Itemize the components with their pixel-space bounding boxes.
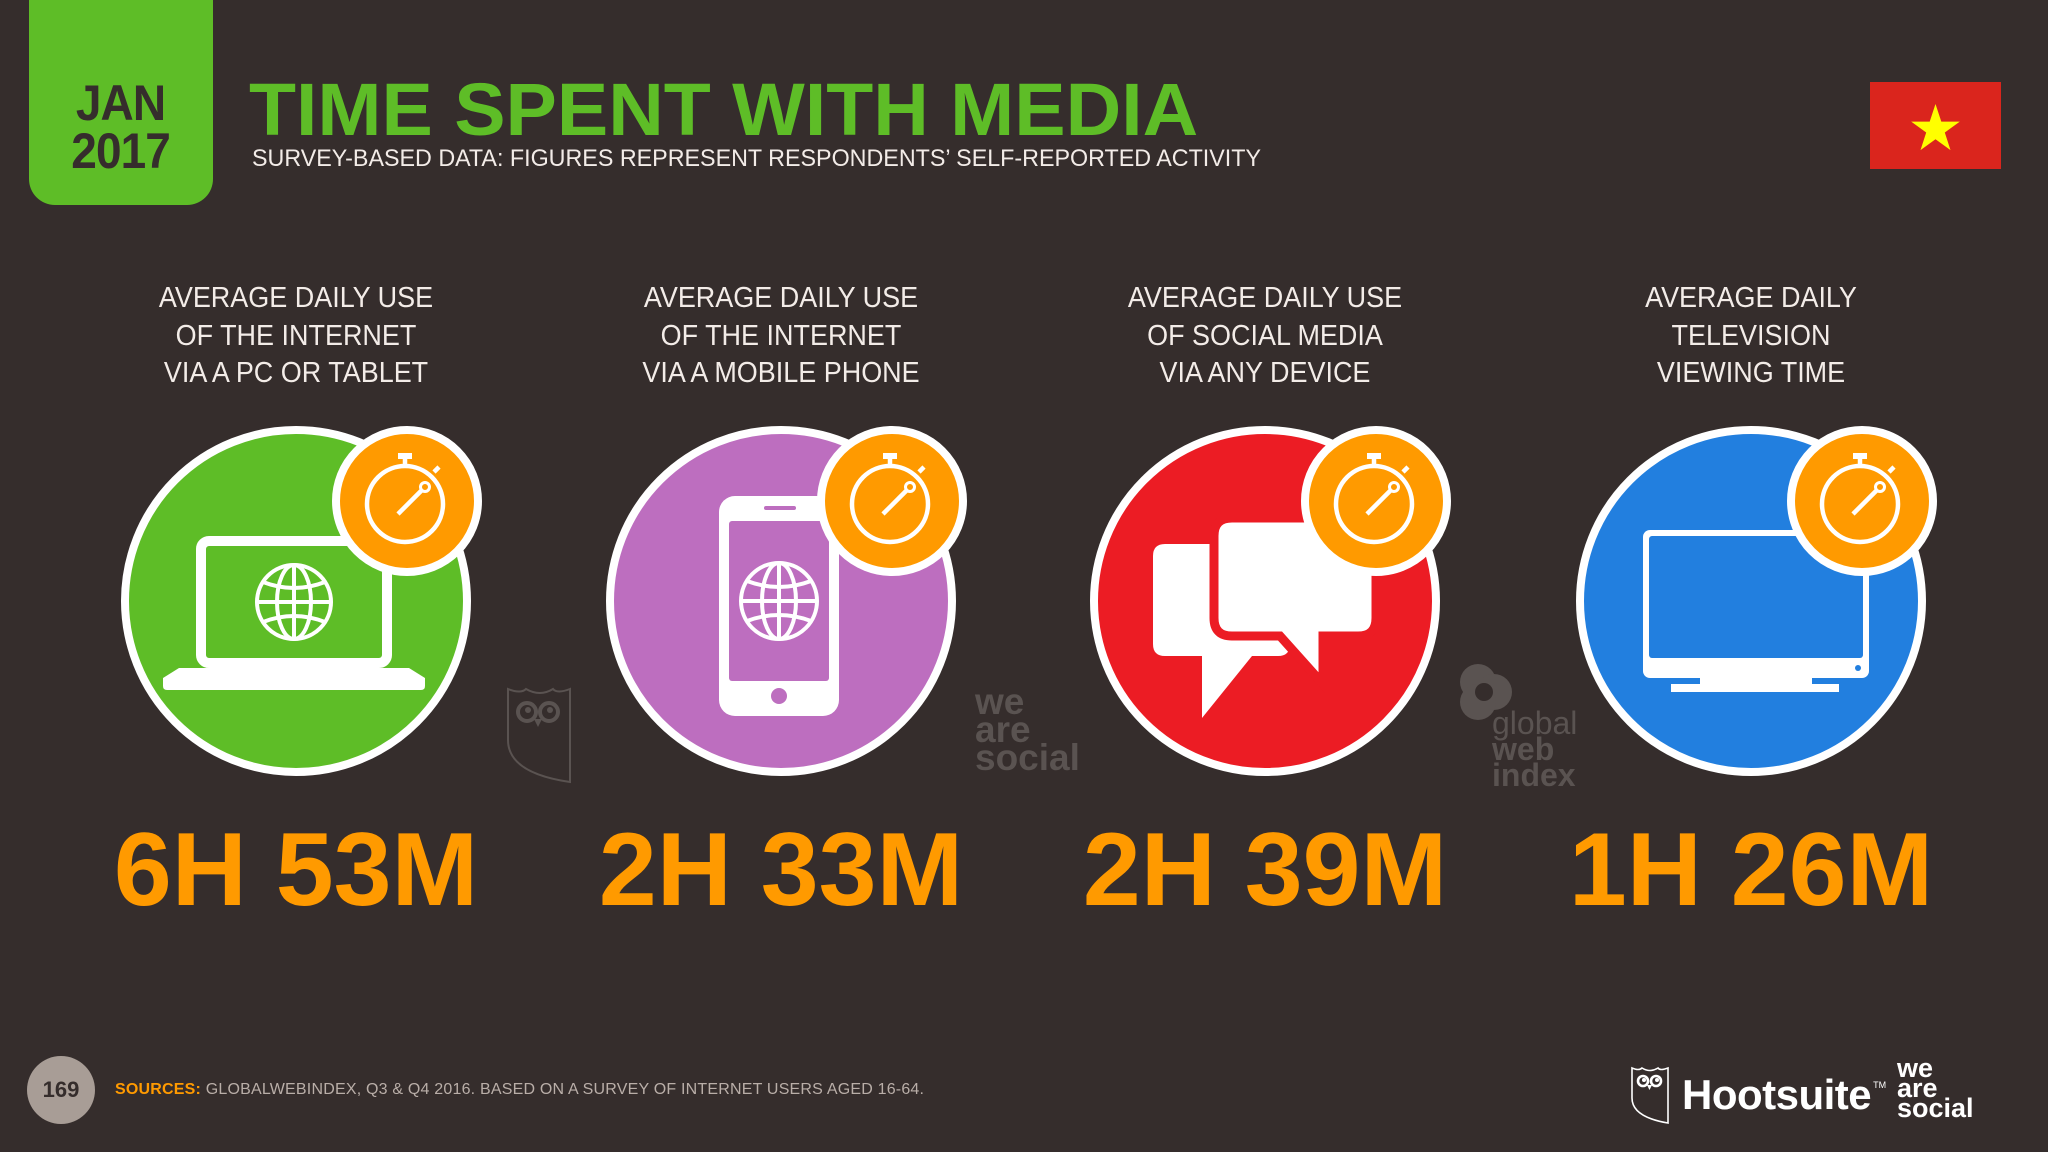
sources-note: SOURCES: GLOBALWEBINDEX, Q3 & Q4 2016. B… <box>115 1081 924 1099</box>
hootsuite-owl-watermark-icon <box>505 685 575 790</box>
stat-television: AVERAGE DAILY TELEVISION VIEWING TIME <box>1516 280 1986 925</box>
stat-icon <box>1090 426 1451 776</box>
stat-value: 1H 26M <box>1568 812 1934 928</box>
we-are-social-logo: we are social <box>1897 1053 1974 1123</box>
globalwebindex-logo-icon <box>1460 664 1512 720</box>
globalwebindex-watermark: global web index <box>1454 660 1577 791</box>
stat-value: 6H 53M <box>113 812 479 928</box>
hootsuite-wordmark: Hootsuite <box>1682 1071 1872 1118</box>
hootsuite-logo: Hootsuite TM <box>1630 1064 1886 1126</box>
stat-icon <box>1576 426 1937 776</box>
stat-value: 2H 39M <box>1082 812 1448 928</box>
television-icon <box>1576 426 1926 776</box>
stat-icon <box>121 426 482 776</box>
stat-value: 2H 33M <box>598 812 964 928</box>
date-badge: JAN 2017 <box>29 0 213 205</box>
date-month: JAN <box>76 75 166 131</box>
page-title: TIME SPENT WITH MEDIA <box>249 68 1199 151</box>
stat-mobile-internet: AVERAGE DAILY USE OF THE INTERNET VIA A … <box>546 280 1016 925</box>
stopwatch-icon <box>817 426 967 576</box>
stat-label: AVERAGE DAILY USE OF THE INTERNET VIA A … <box>158 282 434 389</box>
hootsuite-owl-icon <box>1631 1066 1669 1124</box>
stopwatch-icon <box>1301 426 1451 576</box>
stopwatch-icon <box>1787 426 1937 576</box>
stat-pc-internet: AVERAGE DAILY USE OF THE INTERNET VIA A … <box>61 280 531 925</box>
vietnam-flag-icon <box>1870 82 2001 169</box>
date-year: 2017 <box>71 123 172 179</box>
stat-label: AVERAGE DAILY USE OF THE INTERNET VIA A … <box>642 282 920 389</box>
page-subtitle: SURVEY-BASED DATA: FIGURES REPRESENT RES… <box>252 145 1262 172</box>
stat-label: AVERAGE DAILY TELEVISION VIEWING TIME <box>1645 282 1857 389</box>
stat-social-media: AVERAGE DAILY USE OF SOCIAL MEDIA VIA AN… <box>1030 280 1500 925</box>
sources-text: GLOBALWEBINDEX, Q3 & Q4 2016. BASED ON A… <box>201 1081 925 1098</box>
sources-label: SOURCES: <box>115 1081 202 1098</box>
stat-label: AVERAGE DAILY USE OF SOCIAL MEDIA VIA AN… <box>1127 282 1403 389</box>
stopwatch-icon <box>332 426 482 576</box>
page-number: 169 <box>27 1056 95 1124</box>
stat-icon <box>606 426 967 776</box>
